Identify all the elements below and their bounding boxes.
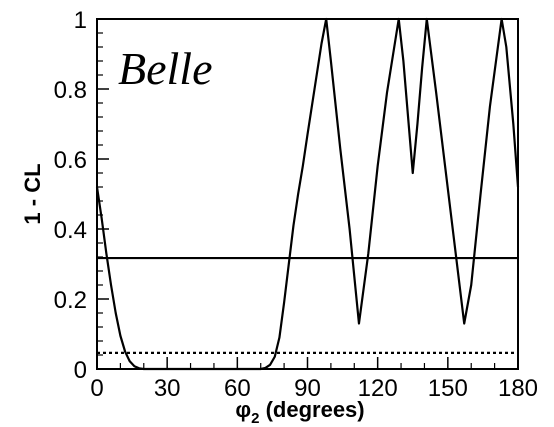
y-tick-label: 1 [74,7,87,34]
cl-curve [95,17,520,371]
y-tick-labels: 0 0.2 0.4 0.6 0.8 1 [54,7,87,384]
x-tick-label: 30 [154,375,181,402]
x-axis-title: φ2 (degrees) [235,397,364,427]
belle-watermark: Belle [118,43,213,94]
x-tick-label: 150 [428,375,468,402]
x-tick-label: 0 [90,375,103,402]
y-tick-label: 0.4 [54,217,87,244]
y-tick-label: 0.2 [54,287,87,314]
y-tick-label: 0.8 [54,77,87,104]
x-tick-label: 90 [294,375,321,402]
major-ticks [96,18,519,370]
x-tick-label: 180 [498,375,538,402]
x-axis-subscript: 2 [251,410,259,427]
x-tick-label: 60 [224,375,251,402]
x-tick-label: 120 [358,375,398,402]
x-axis-suffix: (degrees) [259,397,364,422]
x-tick-labels: 0 30 60 90 120 150 180 [90,375,538,402]
series-layer [95,17,520,371]
y-tick-label: 0 [74,357,87,384]
y-axis-title: 1 - CL [20,163,45,224]
y-tick-label: 0.6 [54,147,87,174]
x-axis-symbol: φ [235,397,251,422]
